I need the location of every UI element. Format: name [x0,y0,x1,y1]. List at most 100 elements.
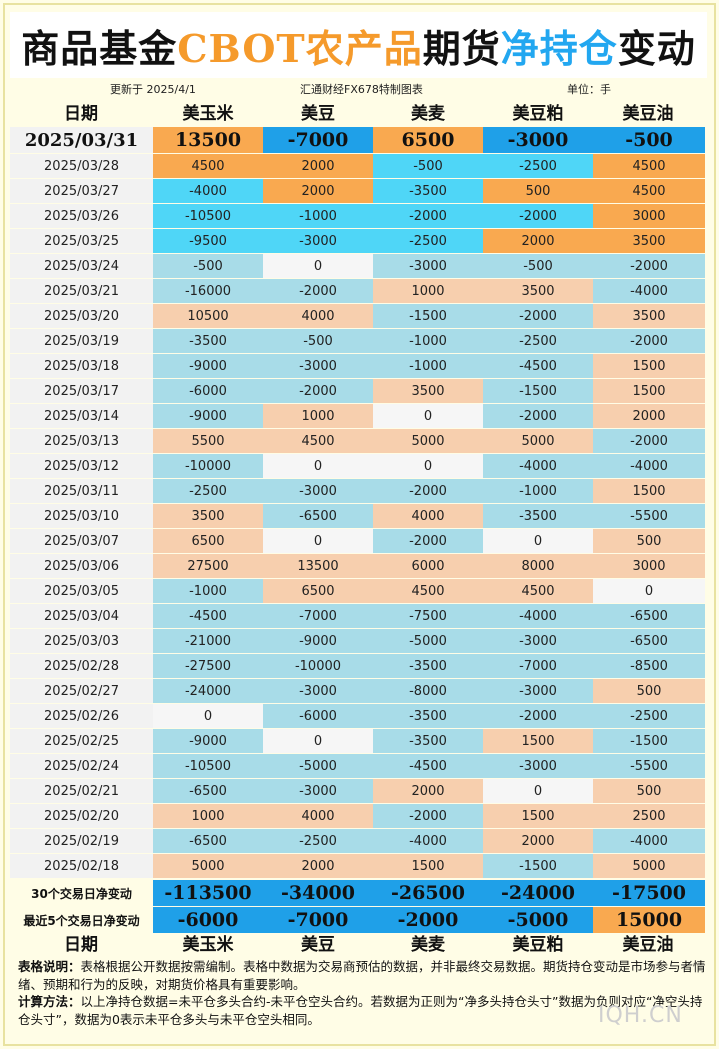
date-cell: 2025/03/05 [10,579,153,603]
value-cell: -5500 [593,504,705,528]
value-cell: -6000 [153,379,263,403]
date-cell: 2025/03/28 [10,154,153,178]
summary-value: 15000 [593,907,705,933]
value-cell: -2000 [593,329,705,353]
summary-value: -6000 [153,907,263,933]
date-cell: 2025/02/21 [10,779,153,803]
value-cell: -1500 [593,729,705,753]
value-cell: 2500 [593,804,705,828]
value-cell: 0 [373,404,483,428]
value-cell: -7500 [373,604,483,628]
value-cell: -7000 [263,604,373,628]
value-cell: -3000 [373,254,483,278]
value-cell: 6500 [373,127,483,153]
value-cell: -9000 [153,404,263,428]
unit-label: 单位：手 [567,83,611,96]
value-cell: -21000 [153,629,263,653]
value-cell: 4500 [373,579,483,603]
value-cell: -10500 [153,754,263,778]
date-cell: 2025/03/19 [10,329,153,353]
value-cell: -10000 [263,654,373,678]
value-cell: -5500 [593,754,705,778]
column-header-2: 美豆 [301,103,335,124]
date-cell: 2025/03/06 [10,554,153,578]
value-cell: -6000 [263,704,373,728]
date-cell: 2025/03/20 [10,304,153,328]
value-cell: -3000 [483,754,593,778]
value-cell: 0 [263,254,373,278]
value-cell: 8000 [483,554,593,578]
value-cell: 3000 [593,204,705,228]
value-cell: -3500 [483,504,593,528]
calc-note: 计算方法：以上净持仓数据=未平仓多头合约-未平仓空头合约。若数据为正则为“净多头… [18,994,703,1027]
date-cell: 2025/02/18 [10,854,153,878]
value-cell: -5000 [373,629,483,653]
value-cell: 0 [263,729,373,753]
title-banner: 商品基金CBOT农产品期货净持仓变动 [10,12,707,78]
value-cell: 5000 [483,429,593,453]
summary-value: -17500 [593,880,705,906]
footer-header-0: 日期 [64,934,98,955]
value-cell: 5000 [373,429,483,453]
value-cell: -2000 [263,279,373,303]
value-cell: -2500 [373,229,483,253]
value-cell: -1000 [263,204,373,228]
value-cell: 0 [483,529,593,553]
page-title: 商品基金CBOT农产品期货净持仓变动 [21,25,696,71]
value-cell: -10000 [153,454,263,478]
value-cell: 1000 [373,279,483,303]
value-cell: 3500 [153,504,263,528]
value-cell: -6500 [263,504,373,528]
column-header-0: 日期 [64,103,98,124]
value-cell: -4000 [593,829,705,853]
value-cell: 2000 [373,779,483,803]
value-cell: 1000 [153,804,263,828]
value-cell: -2000 [483,204,593,228]
value-cell: -7000 [483,654,593,678]
value-cell: 0 [373,454,483,478]
summary-value: -34000 [263,880,373,906]
column-header-3: 美麦 [411,103,445,124]
value-cell: 13500 [263,554,373,578]
value-cell: -500 [263,329,373,353]
value-cell: -9000 [263,629,373,653]
date-cell: 2025/03/03 [10,629,153,653]
date-cell: 2025/03/24 [10,254,153,278]
value-cell: -3500 [373,654,483,678]
date-cell: 2025/03/18 [10,354,153,378]
date-cell: 2025/03/04 [10,604,153,628]
value-cell: -4500 [483,354,593,378]
value-cell: 500 [593,779,705,803]
value-cell: -6500 [593,604,705,628]
value-cell: -1000 [373,329,483,353]
value-cell: 2000 [593,404,705,428]
value-cell: -3500 [373,729,483,753]
value-cell: 4500 [153,154,263,178]
value-cell: 0 [483,779,593,803]
value-cell: 0 [263,529,373,553]
date-cell: 2025/03/17 [10,379,153,403]
value-cell: -7000 [263,127,373,153]
value-cell: 10500 [153,304,263,328]
footer-header-4: 美豆粕 [512,934,564,955]
summary-label: 最近5个交易日净变动 [23,913,140,928]
value-cell: -2500 [483,154,593,178]
footer-header-3: 美麦 [411,934,445,955]
value-cell: 2000 [483,229,593,253]
value-cell: 3500 [593,229,705,253]
value-cell: -2000 [593,254,705,278]
value-cell: 4000 [373,504,483,528]
date-cell: 2025/03/27 [10,179,153,203]
value-cell: 3500 [373,379,483,403]
value-cell: 1500 [593,479,705,503]
value-cell: -6500 [153,779,263,803]
date-cell: 2025/03/10 [10,504,153,528]
date-cell: 2025/03/21 [10,279,153,303]
value-cell: 6500 [153,529,263,553]
date-cell: 2025/02/20 [10,804,153,828]
value-cell: -4000 [593,279,705,303]
value-cell: -9000 [153,729,263,753]
value-cell: -3000 [263,479,373,503]
value-cell: 2000 [263,854,373,878]
value-cell: 500 [483,179,593,203]
